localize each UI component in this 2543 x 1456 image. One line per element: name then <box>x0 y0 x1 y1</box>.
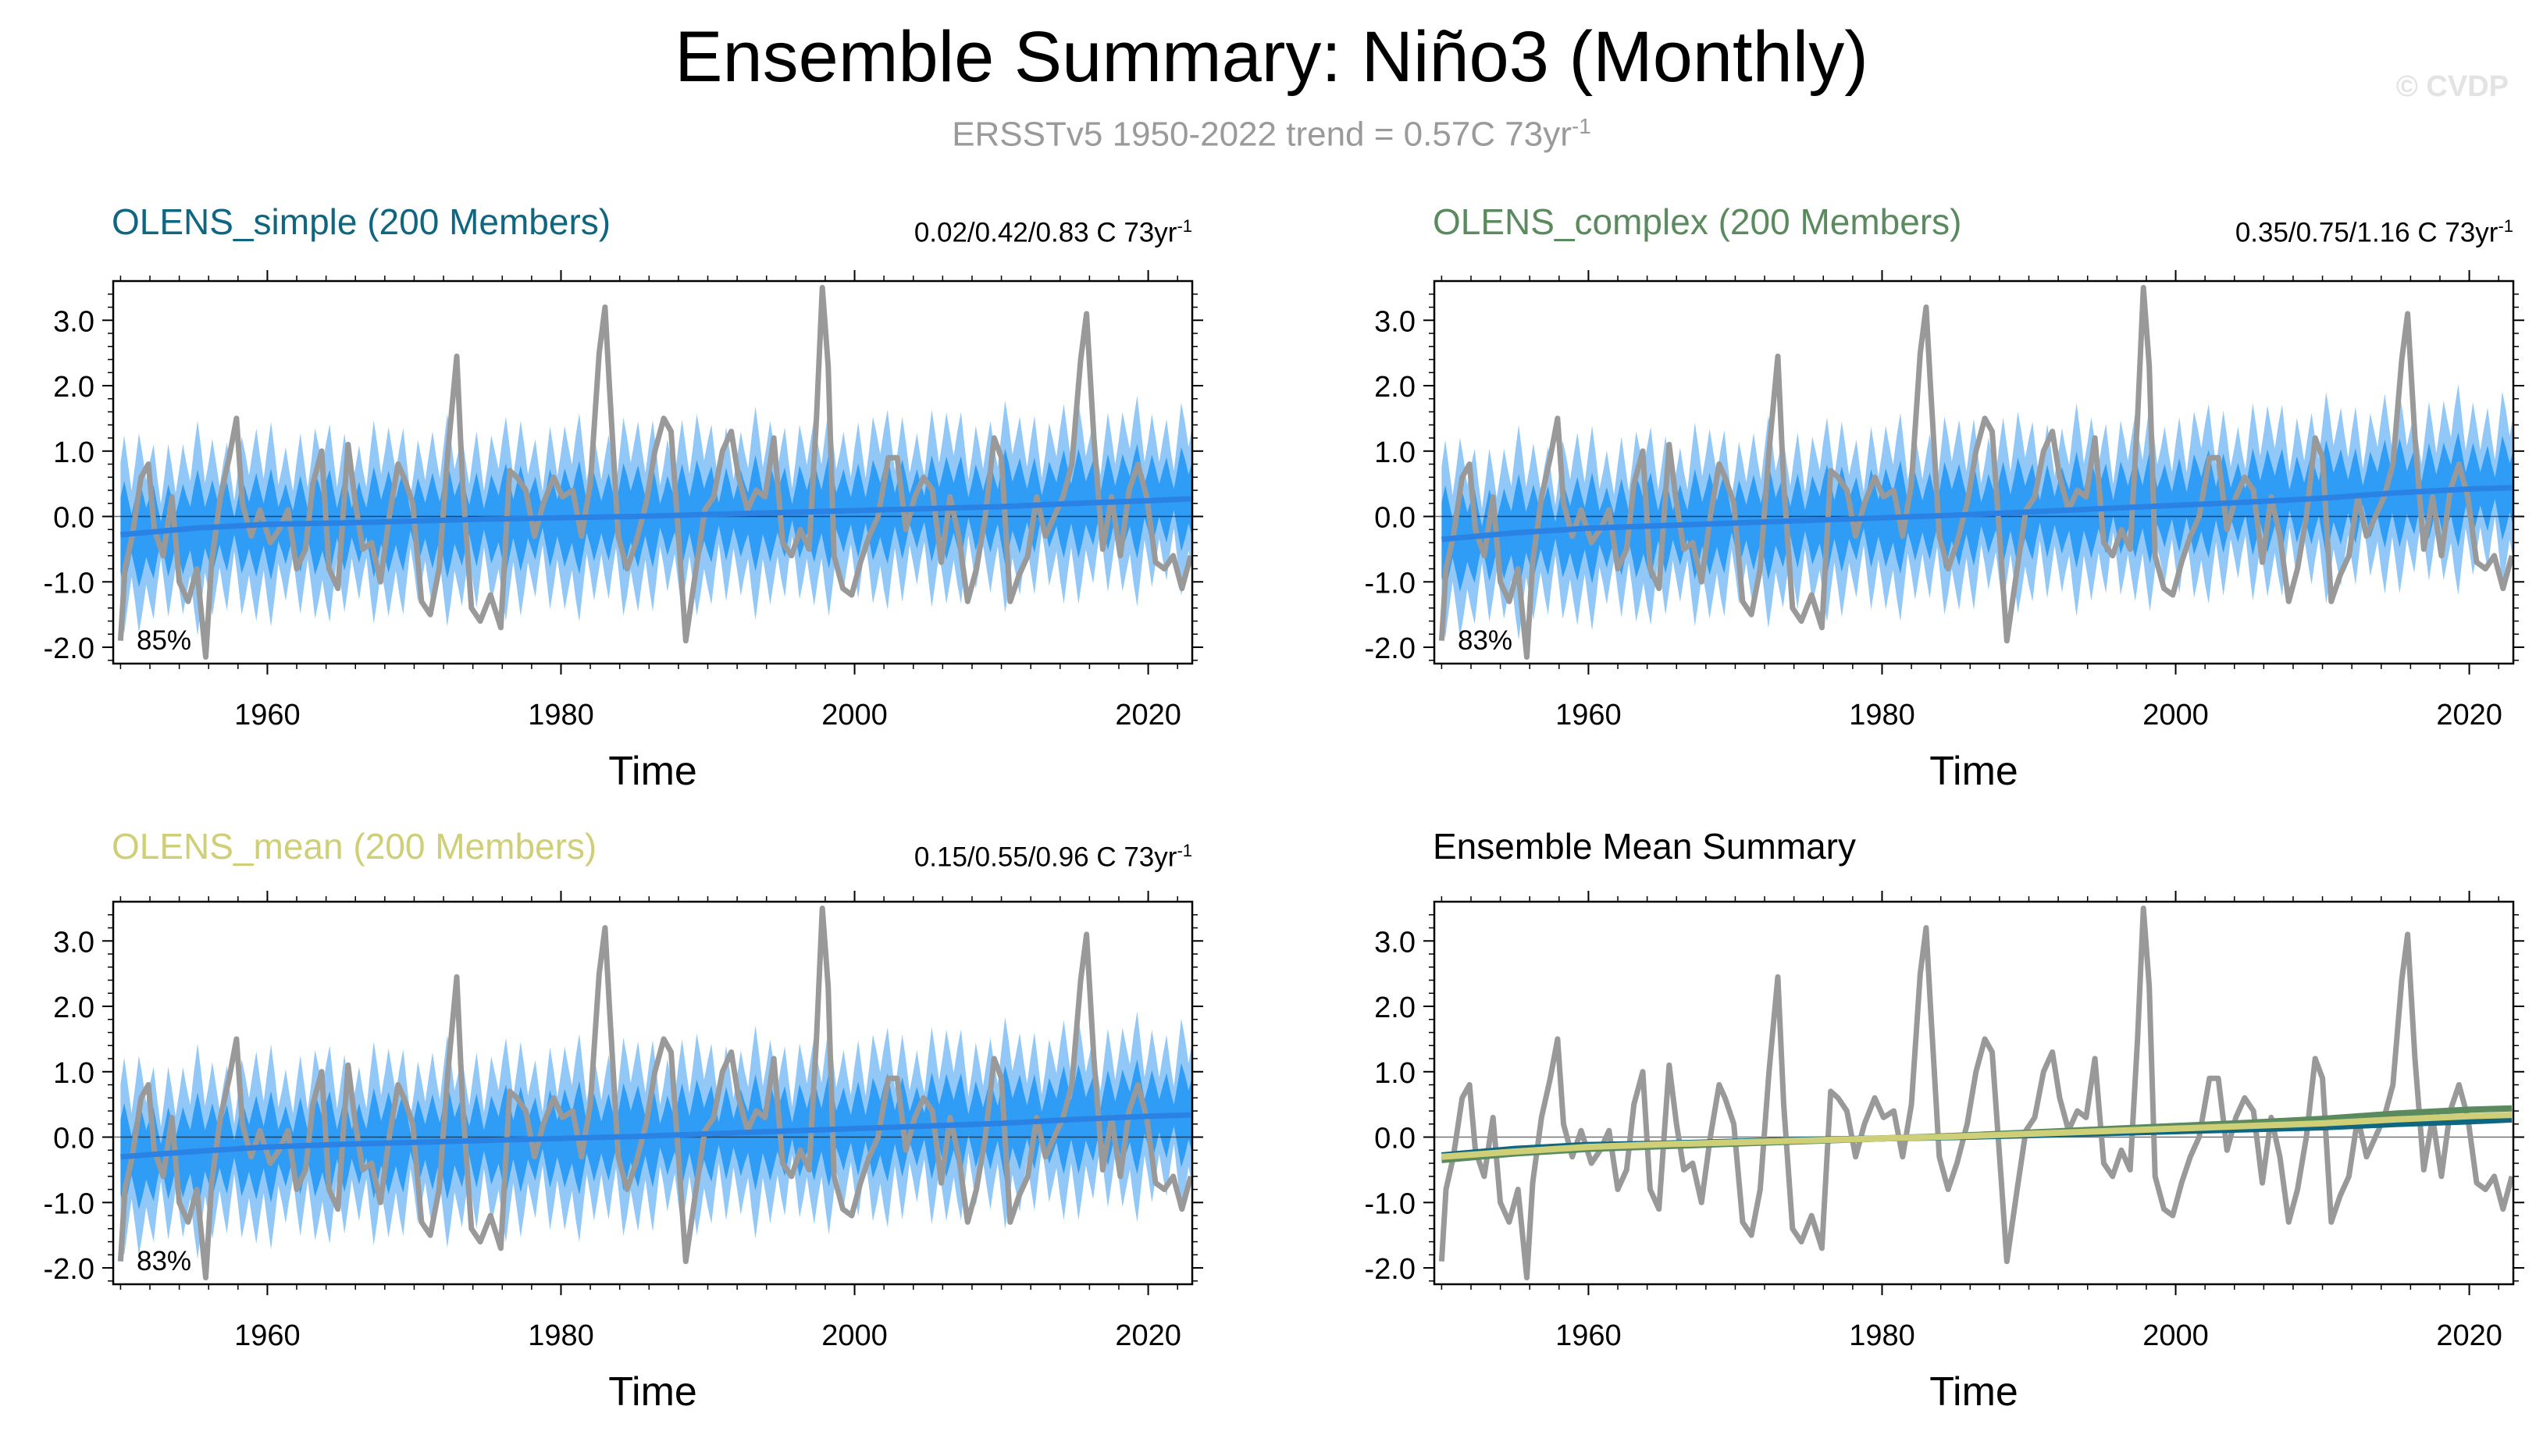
trend-exponent: -1 <box>1177 216 1192 236</box>
y-tick-label: -2.0 <box>1365 632 1416 665</box>
y-tick-label: 0.0 <box>53 502 94 535</box>
panel-title-olens-simple: OLENS_simple (200 Members) <box>112 201 611 242</box>
y-tick-label: 1.0 <box>53 1057 94 1090</box>
y-tick-label: -1.0 <box>44 567 94 600</box>
plot-frame <box>1433 279 2515 665</box>
x-axis-label: Time <box>608 1369 697 1415</box>
trend-exponent: -1 <box>2498 216 2513 236</box>
trend-text: 0.02/0.42/0.83 C 73yr <box>914 217 1177 248</box>
trend-text: 0.35/0.75/1.16 C 73yr <box>2235 217 2498 248</box>
y-tick-label: 0.0 <box>53 1123 94 1155</box>
panel-trend-olens-complex: 0.35/0.75/1.16 C 73yr-1 <box>2235 209 2513 251</box>
x-tick-label: 1980 <box>528 699 594 732</box>
y-tick-label: 2.0 <box>1374 371 1416 404</box>
observed-series-line <box>117 284 1192 660</box>
ensemble-mean-line <box>120 1112 1191 1160</box>
y-tick-label: -1.0 <box>1365 1187 1416 1220</box>
panel-title-ensemble-mean-summary: Ensemble Mean Summary <box>1433 826 1856 867</box>
x-axis-label: Time <box>1929 1369 2018 1415</box>
panel-title-olens-mean: OLENS_mean (200 Members) <box>112 826 597 867</box>
x-tick-label: 1980 <box>528 1319 594 1352</box>
observed-series-line <box>1438 905 2513 1281</box>
subtitle-exponent: -1 <box>1571 114 1591 138</box>
plot-area <box>1434 905 2513 1281</box>
x-tick-label: 1960 <box>1555 1319 1622 1352</box>
x-tick-label: 2000 <box>821 1319 888 1352</box>
figure-subtitle: ERSSTv5 1950-2022 trend = 0.57C 73yr-1 <box>0 105 2543 157</box>
x-tick-label: 1960 <box>234 699 301 732</box>
x-tick-label: 2000 <box>821 699 888 732</box>
figure-title: Ensemble Summary: Niño3 (Monthly) <box>675 17 1868 97</box>
y-tick-label: -2.0 <box>1365 1253 1416 1286</box>
subtitle-text: ERSSTv5 1950-2022 trend = 0.57C 73yr <box>952 115 1572 154</box>
y-tick-label: -1.0 <box>44 1187 94 1220</box>
panel-trend-olens-simple: 0.02/0.42/0.83 C 73yr-1 <box>914 209 1192 251</box>
panel-trend-olens-mean: 0.15/0.55/0.96 C 73yr-1 <box>914 834 1192 875</box>
y-tick-label: 1.0 <box>1374 1057 1416 1090</box>
y-tick-label: 0.0 <box>1374 1123 1416 1155</box>
y-tick-label: 2.0 <box>53 991 94 1024</box>
ensemble-mean-line <box>120 496 1191 538</box>
plot-area <box>1434 284 2513 660</box>
y-tick-label: 1.0 <box>53 436 94 469</box>
x-tick-label: 2000 <box>2142 699 2209 732</box>
x-tick-label: 2020 <box>1115 699 1181 732</box>
x-tick-label: 1980 <box>1849 1319 1915 1352</box>
y-tick-label: 2.0 <box>53 371 94 404</box>
x-tick-label: 1960 <box>1555 699 1622 732</box>
trend-exponent: -1 <box>1177 841 1192 860</box>
x-tick-label: 2020 <box>2436 699 2502 732</box>
observed-series-line <box>117 905 1192 1281</box>
plot-frame <box>112 279 1194 665</box>
y-tick-label: 3.0 <box>53 926 94 959</box>
x-tick-label: 1980 <box>1849 699 1915 732</box>
observed-series-line <box>1438 284 2513 660</box>
y-tick-label: 3.0 <box>53 305 94 338</box>
y-tick-label: -2.0 <box>44 632 94 665</box>
y-tick-label: 1.0 <box>1374 436 1416 469</box>
x-tick-label: 1960 <box>234 1319 301 1352</box>
percent-annotation: 83% <box>137 1246 191 1276</box>
ensemble-mean-line <box>1441 485 2513 543</box>
trend-text: 0.15/0.55/0.96 C 73yr <box>914 842 1177 873</box>
plot-area <box>113 905 1192 1281</box>
chart-panel-olens-mean: 3.0 2.0 1.0 0.0 -1.0 -2.0 1960 1980 2000 2020 Time… <box>44 891 1203 1415</box>
panel-title-olens-complex: OLENS_complex (200 Members) <box>1433 201 1962 242</box>
y-tick-label: -2.0 <box>44 1253 94 1286</box>
copyright-watermark: © CVDP <box>2395 70 2509 103</box>
chart-panel-olens-complex: 3.0 2.0 1.0 0.0 -1.0 -2.0 1960 1980 2000 2020 Time… <box>1365 270 2524 794</box>
y-tick-label: 3.0 <box>1374 305 1416 338</box>
plot-area <box>113 284 1192 660</box>
x-tick-label: 2020 <box>1115 1319 1181 1352</box>
plot-frame <box>112 900 1194 1286</box>
chart-panel-olens-simple: 3.0 2.0 1.0 0.0 -1.0 -2.0 1960 1980 2000 2020 Time… <box>44 270 1203 794</box>
y-tick-label: 0.0 <box>1374 502 1416 535</box>
x-axis-label: Time <box>1929 749 2018 794</box>
plot-frame <box>1433 900 2515 1286</box>
series-line-olens-mean <box>1441 1112 2513 1160</box>
x-tick-label: 2000 <box>2142 1319 2209 1352</box>
y-tick-label: -1.0 <box>1365 567 1416 600</box>
y-tick-label: 3.0 <box>1374 926 1416 959</box>
y-tick-label: 2.0 <box>1374 991 1416 1024</box>
percent-annotation: 83% <box>1458 625 1512 656</box>
chart-panel-ensemble-mean-summary: 3.0 2.0 1.0 0.0 -1.0 -2.0 1960 1980 2000 2020 Time <box>1365 891 2524 1415</box>
x-tick-label: 2020 <box>2436 1319 2502 1352</box>
x-axis-label: Time <box>608 749 697 794</box>
percent-annotation: 85% <box>137 625 191 656</box>
